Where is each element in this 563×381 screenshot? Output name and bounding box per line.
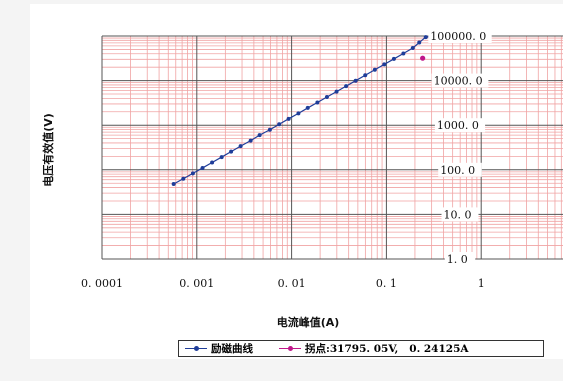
excitation-curve-point [353, 78, 358, 83]
excitation-curve-point [391, 56, 396, 61]
excitation-curve-point [401, 51, 406, 56]
excitation-curve-point [171, 182, 176, 187]
excitation-curve-point [363, 73, 368, 78]
excitation-curve-point [305, 105, 310, 110]
y-tick-label-background [438, 162, 482, 177]
x-tick-label: 0. 0001 [81, 277, 123, 290]
legend-label-knee-point: 拐点:31795. 05V, 0. 24125A [305, 343, 469, 355]
excitation-curve-point [210, 160, 215, 165]
excitation-curve-point [267, 127, 272, 132]
x-tick-label: 1 [478, 277, 485, 290]
excitation-curve-point [417, 40, 422, 45]
plot-area [102, 36, 563, 259]
legend-item-curve: 励磁曲线 [185, 341, 253, 356]
legend-label-curve: 励磁曲线 [211, 343, 253, 355]
y-axis-label: 电压有效值(V) [41, 113, 55, 187]
chart-legend: 励磁曲线 拐点:31795. 05V, 0. 24125A [178, 340, 544, 357]
legend-swatch-curve [185, 345, 207, 353]
y-tick-label: 100. 0 [440, 164, 475, 177]
excitation-curve-point [277, 122, 282, 127]
y-tick-label-background [434, 118, 486, 133]
excitation-curve-point [315, 100, 320, 105]
y-tick-label-background [428, 29, 492, 43]
excitation-curve-point [200, 165, 205, 170]
excitation-curve-point [248, 138, 253, 143]
y-tick-label-background [431, 73, 489, 88]
excitation-curve-point [372, 67, 377, 72]
x-tick-label: 0. 1 [376, 277, 397, 290]
y-tick-label: 10000. 0 [434, 75, 483, 88]
y-tick-label: 1. 0 [447, 253, 468, 266]
excitation-curve-point [382, 62, 387, 67]
excitation-curve-point [286, 116, 291, 121]
excitation-curve-point [296, 111, 301, 116]
legend-swatch-knee-point [279, 345, 301, 353]
excitation-curve-point [410, 46, 415, 51]
excitation-curve-point [423, 35, 428, 40]
y-tick-label-background [444, 252, 476, 266]
grid-lines [101, 35, 563, 260]
x-tick-label: 0. 001 [179, 277, 214, 290]
y-tick-label: 100000. 0 [430, 30, 486, 43]
excitation-curve-point [324, 95, 329, 100]
excitation-curve-point [229, 149, 234, 154]
excitation-curve-point [238, 144, 243, 149]
excitation-curve-point [181, 176, 186, 181]
y-tick-labels: 1. 0 10. 0 100. 0 1000. 0 10000. 0 100000. 0 [428, 29, 492, 266]
knee-point-marker [420, 55, 426, 61]
y-tick-label-background [441, 207, 479, 222]
excitation-curve-point [190, 171, 195, 176]
y-tick-label: 1000. 0 [437, 119, 479, 132]
excitation-curve-point [344, 84, 349, 89]
excitation-curve-point [219, 155, 224, 160]
legend-item-knee-point: 拐点:31795. 05V, 0. 24125A [279, 341, 469, 356]
x-axis-label: 电流峰值(A) [277, 315, 340, 329]
excitation-curve-point [334, 89, 339, 94]
excitation-curve-point [257, 133, 262, 138]
y-tick-label: 10. 0 [444, 208, 472, 221]
x-tick-label: 0. 01 [278, 277, 306, 290]
